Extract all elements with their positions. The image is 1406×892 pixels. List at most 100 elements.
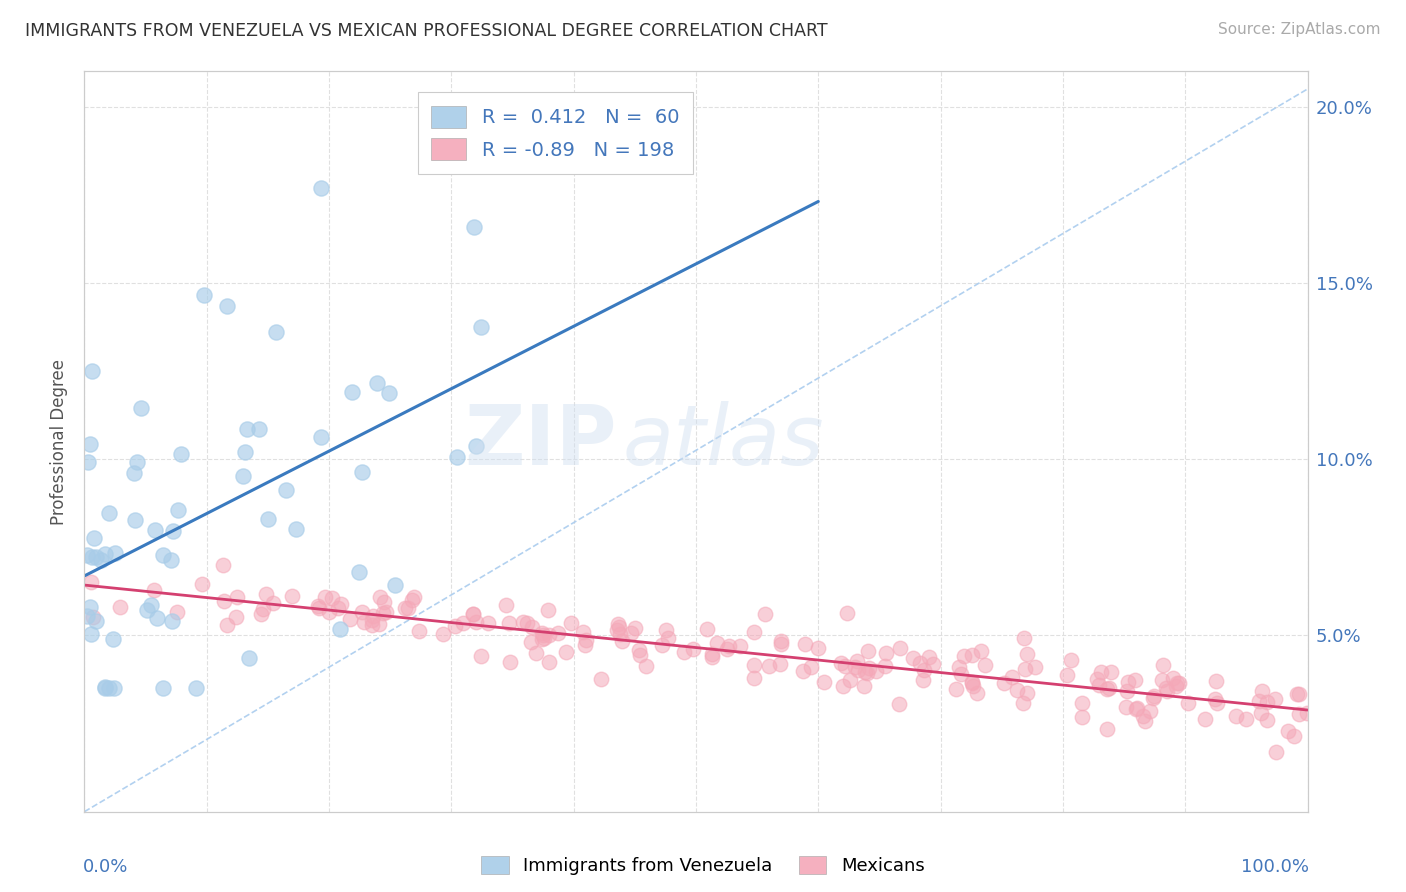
- Point: [636, 658, 658, 673]
- Point: [308, 601, 330, 615]
- Point: [76, 609, 98, 624]
- Point: [524, 646, 547, 660]
- Point: [384, 577, 406, 591]
- Point: [1012, 696, 1035, 710]
- Point: [606, 624, 628, 638]
- Point: [238, 650, 260, 665]
- Point: [82, 364, 104, 378]
- Point: [193, 288, 215, 302]
- Point: [79, 437, 101, 451]
- Point: [1206, 696, 1229, 710]
- Point: [1012, 631, 1035, 645]
- Point: [993, 675, 1015, 690]
- Point: [461, 607, 484, 621]
- Point: [262, 596, 284, 610]
- Point: [728, 639, 751, 653]
- Point: [1135, 714, 1157, 728]
- Point: [329, 622, 352, 636]
- Point: [912, 673, 935, 687]
- Point: [339, 613, 361, 627]
- Legend: Immigrants from Venezuela, Mexicans: Immigrants from Venezuela, Mexicans: [474, 848, 932, 882]
- Point: [533, 632, 555, 646]
- Point: [628, 648, 651, 663]
- Point: [152, 548, 174, 562]
- Point: [856, 644, 879, 658]
- Point: [875, 646, 897, 660]
- Point: [352, 465, 374, 479]
- Point: [574, 639, 596, 653]
- Point: [960, 676, 983, 690]
- Point: [1142, 691, 1164, 706]
- Point: [696, 622, 718, 636]
- Point: [609, 627, 631, 641]
- Point: [1090, 665, 1112, 680]
- Point: [401, 592, 423, 607]
- Point: [329, 598, 352, 612]
- Point: [537, 655, 560, 669]
- Point: [742, 671, 765, 685]
- Point: [948, 660, 970, 674]
- Point: [103, 632, 125, 647]
- Point: [672, 645, 695, 659]
- Point: [1295, 706, 1317, 720]
- Point: [236, 422, 259, 436]
- Point: [837, 606, 859, 620]
- Point: [1070, 696, 1092, 710]
- Point: [531, 628, 554, 642]
- Point: [94, 681, 117, 696]
- Point: [249, 607, 271, 622]
- Point: [754, 607, 776, 621]
- Point: [84, 615, 107, 629]
- Point: [103, 681, 125, 696]
- Point: [254, 587, 277, 601]
- Point: [94, 680, 117, 694]
- Point: [1166, 676, 1188, 690]
- Point: [537, 603, 560, 617]
- Point: [845, 654, 868, 668]
- Point: [1251, 683, 1274, 698]
- Point: [470, 648, 492, 663]
- Point: [770, 634, 793, 648]
- Point: [166, 605, 188, 619]
- Point: [309, 430, 332, 444]
- Point: [321, 591, 343, 605]
- Point: [212, 558, 235, 573]
- Point: [702, 650, 724, 665]
- Point: [1247, 694, 1270, 708]
- Point: [309, 181, 332, 195]
- Point: [1085, 672, 1108, 686]
- Text: 100.0%: 100.0%: [1241, 857, 1309, 876]
- Point: [1154, 681, 1177, 695]
- Point: [799, 659, 821, 673]
- Point: [655, 624, 678, 638]
- Point: [1177, 696, 1199, 710]
- Point: [1071, 710, 1094, 724]
- Point: [463, 220, 485, 235]
- Point: [82, 610, 104, 624]
- Point: [367, 616, 389, 631]
- Point: [1204, 691, 1226, 706]
- Text: 0.0%: 0.0%: [83, 857, 128, 876]
- Point: [742, 624, 765, 639]
- Point: [76, 454, 98, 468]
- Text: Source: ZipAtlas.com: Source: ZipAtlas.com: [1218, 22, 1381, 37]
- Point: [571, 625, 593, 640]
- Point: [139, 598, 162, 612]
- Point: [307, 599, 329, 614]
- Point: [575, 632, 598, 647]
- Point: [807, 640, 830, 655]
- Point: [1264, 691, 1286, 706]
- Point: [160, 614, 183, 628]
- Point: [82, 550, 104, 565]
- Point: [463, 607, 485, 622]
- Point: [856, 666, 879, 681]
- Point: [918, 649, 941, 664]
- Point: [122, 466, 145, 480]
- Point: [1125, 702, 1147, 716]
- Point: [225, 590, 247, 604]
- Point: [212, 594, 235, 608]
- Point: [858, 661, 880, 675]
- Point: [499, 655, 522, 669]
- Point: [285, 522, 308, 536]
- Point: [470, 319, 492, 334]
